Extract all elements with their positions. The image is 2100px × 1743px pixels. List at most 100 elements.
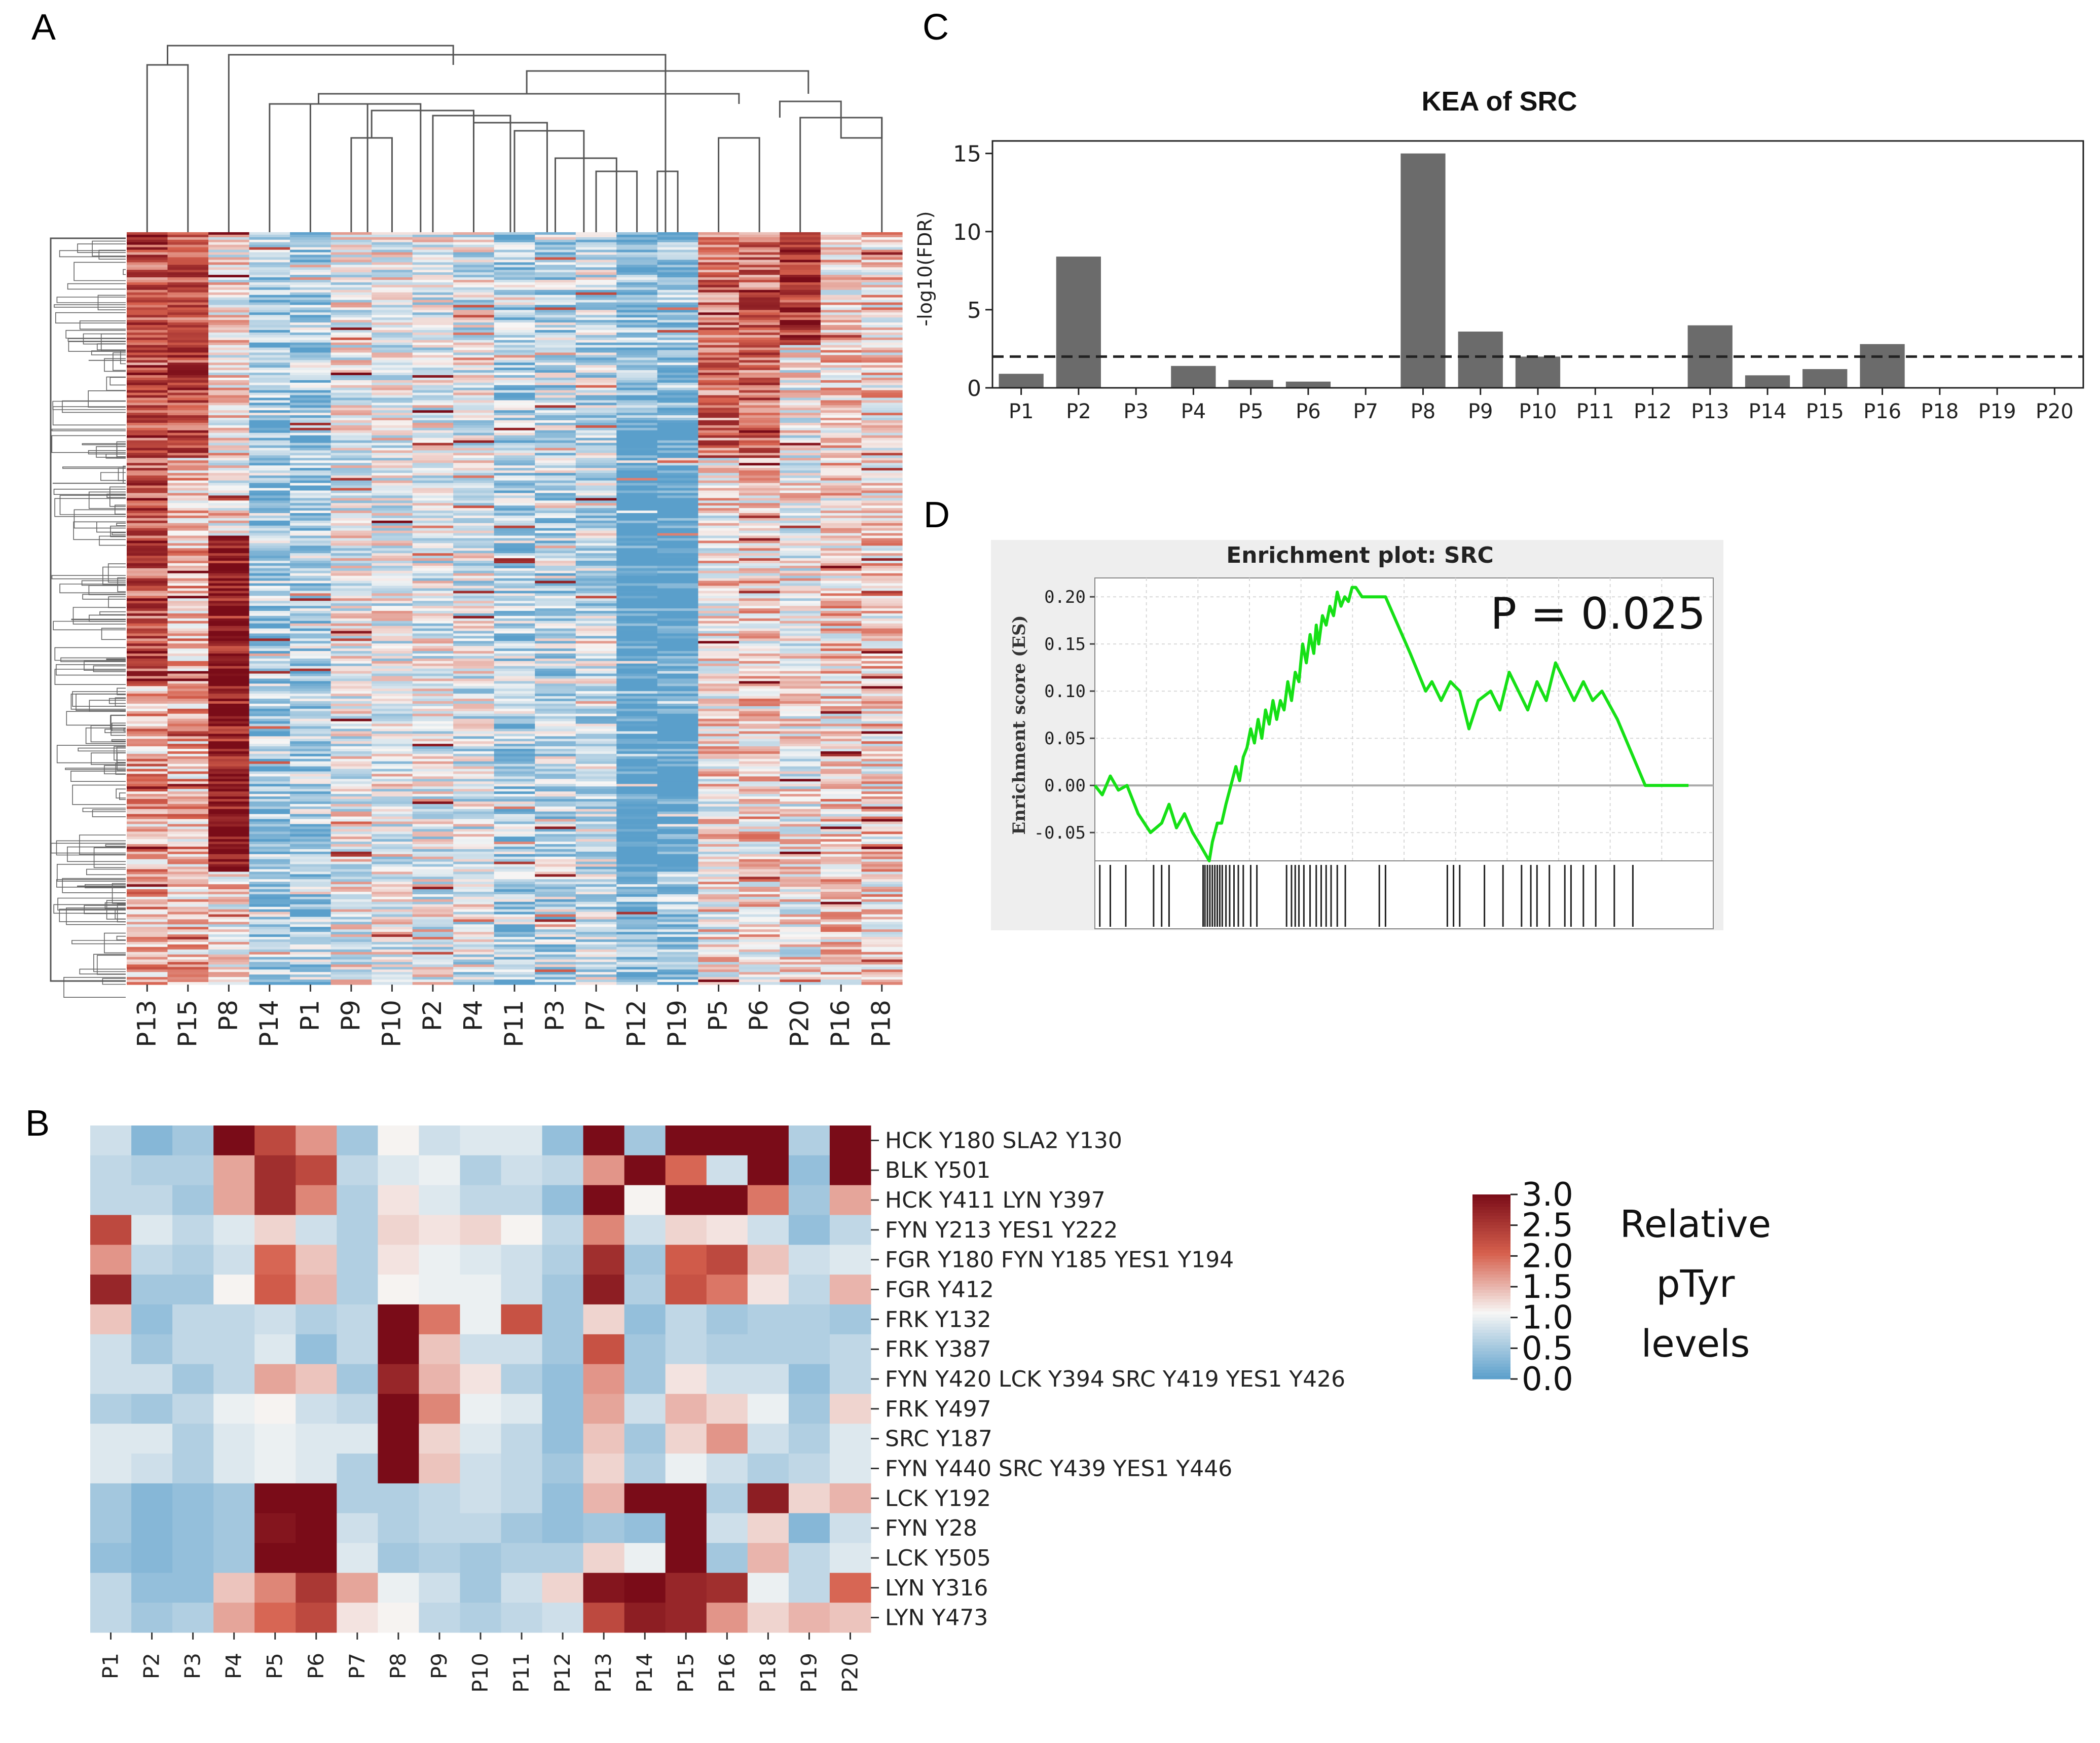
heatmap-a-cell [739,498,780,501]
heatmap-a-cell [698,322,740,325]
heatmap-a-cell [249,360,290,363]
heatmap-a-cell [290,744,331,747]
row-dendrogram-link [104,902,126,910]
heatmap-a-cell [535,508,576,511]
heatmap-a-cell [494,666,535,669]
heatmap-a-cell [657,686,698,689]
heatmap-a-cell [616,601,658,604]
heatmap-a-cell [453,906,495,910]
row-dendrogram-link [85,728,126,744]
heatmap-a-cell [616,904,658,907]
heatmap-a-cell [330,681,372,684]
heatmap-a-cell [575,435,617,439]
heatmap-a-cell [739,450,780,453]
heatmap-a-cell [290,829,331,832]
heatmap-a-cell [372,889,413,892]
heatmap-a-cell [208,894,250,897]
heatmap-a-cell [290,638,331,641]
heatmap-a-cell [657,368,698,371]
heatmap-a-cell [372,723,413,727]
heatmap-a-cell [739,884,780,887]
heatmap-a-cell [575,503,617,506]
heatmap-a-cell [575,352,617,355]
heatmap-a-cell [330,500,372,503]
heatmap-a-cell [453,982,495,985]
heatmap-a-cell [698,706,740,709]
heatmap-a-cell [739,729,780,732]
heatmap-a-cell [412,435,454,439]
heatmap-a-cell [453,896,495,900]
heatmap-a-cell [494,962,535,965]
heatmap-a-cell [249,392,290,396]
heatmap-a-cell [208,694,250,697]
heatmap-a-cell [535,713,576,717]
heatmap-a-cell [372,651,413,654]
heatmap-a-cell [127,713,168,717]
heatmap-a-cell [372,949,413,953]
heatmap-a-cell [372,312,413,315]
heatmap-a-cell [453,899,495,902]
heatmap-a-cell [330,287,372,290]
heatmap-a-cell [208,761,250,765]
heatmap-a-cell [208,237,250,240]
heatmap-a-cell [616,646,658,649]
heatmap-a-cell [127,443,168,446]
heatmap-a-cell [698,972,740,975]
heatmap-a-cell [290,523,331,526]
heatmap-a-cell [412,686,454,689]
heatmap-a-cell [167,458,209,461]
heatmap-a-cell [167,941,209,945]
heatmap-a-cell [330,879,372,882]
heatmap-a-cell [412,927,454,930]
heatmap-a-cell [494,543,535,546]
heatmap-a-cell [330,954,372,958]
heatmap-a-cell [698,648,740,651]
heatmap-a-cell [412,244,454,248]
heatmap-a-cell [535,779,576,782]
heatmap-a-cell [167,239,209,243]
heatmap-a-cell [698,641,740,644]
heatmap-a-cell [494,277,535,280]
heatmap-a-cell [616,488,658,491]
heatmap-a-cell [739,556,780,559]
heatmap-a-cell [167,568,209,571]
heatmap-a-cell [208,312,250,315]
heatmap-a-cell [249,941,290,945]
heatmap-a-cell [453,561,495,564]
heatmap-a-cell [494,786,535,789]
heatmap-a-cell [290,746,331,749]
heatmap-a-cell [249,826,290,829]
heatmap-a-cell [494,834,535,837]
heatmap-a-cell [453,872,495,875]
heatmap-a-cell [208,846,250,850]
heatmap-a-cell [372,872,413,875]
heatmap-a-cell [739,310,780,313]
heatmap-a-cell [535,237,576,240]
heatmap-a-cell [330,330,372,333]
heatmap-a-cell [208,289,250,293]
heatmap-a-cell [575,927,617,930]
heatmap-a-cell [290,708,331,712]
heatmap-a-cell [453,342,495,346]
heatmap-a-cell [616,443,658,446]
heatmap-a-cell [412,944,454,948]
heatmap-a-cell [290,977,331,980]
heatmap-a-cell [208,879,250,882]
heatmap-a-cell [535,891,576,895]
heatmap-a-cell [453,377,495,381]
heatmap-a-cell [372,292,413,296]
heatmap-a-cell [127,899,168,902]
heatmap-a-cell [616,922,658,925]
heatmap-a-cell [535,450,576,453]
heatmap-a-cell [616,596,658,599]
heatmap-a-cell [330,751,372,754]
heatmap-a-cell [494,751,535,754]
heatmap-a-cell [535,395,576,398]
heatmap-a-cell [616,676,658,679]
heatmap-a-cell [575,882,617,885]
heatmap-a-cell [330,370,372,373]
heatmap-a-cell [290,899,331,902]
heatmap-a-cell [330,731,372,734]
heatmap-a-cell [412,711,454,714]
heatmap-a-cell [167,596,209,599]
